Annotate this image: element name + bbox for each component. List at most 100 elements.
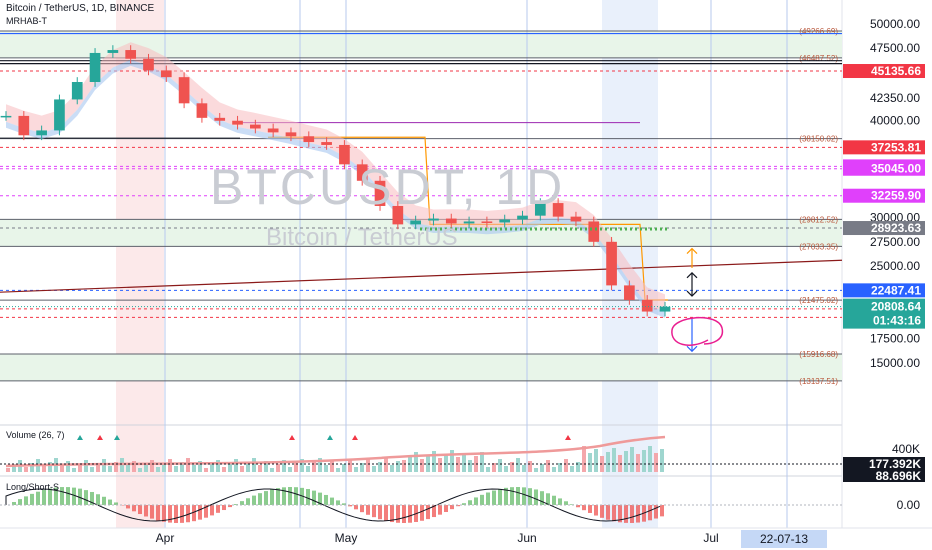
candle-body-3 [54,99,65,131]
ls-bar-39 [240,501,244,505]
ls-bar-28 [174,505,178,523]
volume-bar-108 [654,453,658,472]
level-label-5: (21475.02) [799,296,838,305]
volume-bar-105 [636,454,640,472]
volume-signal-2 [114,435,120,440]
ls-bar-91 [552,495,556,505]
level-label-3: (29812.52) [799,215,838,224]
ls-bar-16 [102,496,106,505]
ls-bar-90 [546,493,550,505]
time-axis[interactable]: Apr May Jun Jul 22-07-13 [0,527,932,548]
price-axis[interactable]: 50000.0047500.0045000.0042350.0040000.00… [0,17,925,512]
candle-body-30 [534,203,546,216]
volume-bar-68 [414,452,418,472]
volume-bar-94 [570,466,574,472]
candle-body-36 [641,299,653,312]
volume-bar-9 [60,465,64,472]
ls-bar-31 [192,505,196,522]
candle-body-37 [659,306,671,312]
ls-bar-101 [612,505,616,522]
price-tick-14: 15000.00 [870,356,920,370]
ls-bar-24 [150,505,154,519]
candle-body-34 [606,241,617,286]
volume-bar-35 [216,460,220,472]
ls-bar-18 [114,502,118,505]
candle-body-19 [339,144,350,165]
volume-bar-50 [306,466,310,472]
ls-bar-48 [294,487,298,505]
volume-bar-98 [594,449,598,472]
volume-bar-31 [192,465,196,472]
ls-bar-92 [558,498,562,505]
orange-arrow-head [686,247,698,255]
ls-bar-60 [366,505,370,515]
grid-lines [164,0,788,528]
price-tick-13: 17500.00 [870,332,920,346]
volume-bar-106 [642,450,646,472]
ls-bar-81 [492,490,496,505]
volume-bar-36 [222,467,226,472]
session-highlight-red [116,0,164,528]
volume-bar-100 [606,452,610,472]
ls-bar-70 [426,505,430,520]
chart-title: Bitcoin / TetherUS, 1D, BINANCE [6,3,155,14]
ls-bar-76 [462,503,466,505]
ls-bar-27 [168,505,172,523]
volume-bar-43 [264,461,268,472]
volume-bar-60 [366,459,370,472]
current-price-label: 20808.64 [871,300,921,314]
volume-bar-69 [420,459,424,472]
ls-bar-7 [48,488,52,505]
volume-bar-54 [330,461,334,472]
volume-bar-34 [210,464,214,472]
candle-body-25 [445,218,457,224]
candle-body-29 [517,215,528,220]
long-short-pane [0,487,842,523]
candle-body-1 [18,115,30,136]
volume-bar-24 [150,460,154,472]
volume-bar-32 [198,461,202,472]
volume-tag-bg-0 [843,457,925,470]
volume-bar-81 [492,463,496,472]
candle-body-32 [570,216,582,222]
volume-bar-66 [402,460,406,472]
ls-bar-30 [186,505,190,523]
ls-bar-45 [276,488,280,505]
level-tag-bg-6 [843,283,925,298]
ls-bar-51 [312,490,316,505]
volume-bar-37 [228,463,232,472]
volume-bar-13 [84,460,88,472]
volume-bar-80 [486,467,490,472]
level-tag-label-4: 32259.90 [871,189,921,203]
volume-bar-33 [204,468,208,472]
volume-bar-89 [540,464,544,472]
ls-bar-93 [564,501,568,505]
longshort-title: Long/Short-S [6,482,60,492]
volume-bar-6 [42,466,46,472]
level-tag-bg-1 [843,140,925,155]
volume-bar-88 [534,468,538,472]
candle-body-16 [285,132,297,137]
level-tag-bg-0 [843,64,925,79]
ls-bar-29 [180,505,184,523]
volume-bar-76 [462,453,466,472]
volume-bar-84 [510,462,514,472]
ls-bar-78 [474,497,478,505]
candle-body-18 [321,142,332,145]
volume-bar-23 [144,464,148,472]
candle-body-4 [71,82,83,100]
volume-bar-57 [348,460,352,472]
candle-body-26 [463,221,475,224]
ls-bar-77 [468,500,472,505]
candle-body-12 [214,117,226,121]
ls-bar-99 [600,505,604,518]
ls-bar-32 [198,505,202,520]
volume-bar-92 [558,463,562,472]
ls-bar-56 [342,503,346,505]
candle-body-13 [232,120,243,125]
ls-bar-37 [228,505,232,508]
candle-body-23 [410,220,421,225]
volume-tag-bg-1 [843,469,925,482]
volume-bar-82 [498,459,502,472]
